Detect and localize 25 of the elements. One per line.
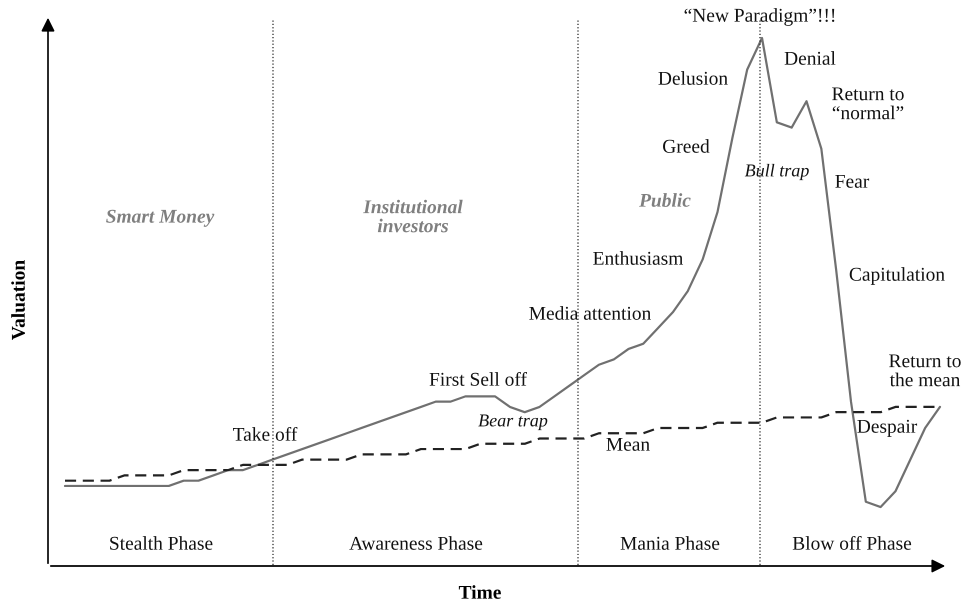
annotation: Enthusiasm bbox=[593, 251, 684, 265]
annotation: Delusion bbox=[658, 71, 728, 85]
annotation: First Sell off bbox=[430, 372, 527, 386]
y-axis-title: Valuation bbox=[11, 260, 25, 340]
annotation: Awareness Phase bbox=[349, 536, 482, 550]
annotation: Stealth Phase bbox=[110, 536, 212, 550]
annotation: Smart Money bbox=[106, 210, 214, 227]
annotation: Mania Phase bbox=[620, 536, 720, 550]
annotation: Take off bbox=[233, 426, 298, 441]
annotation: Bull trap bbox=[744, 164, 809, 180]
text: “New Paradigm”!!! bbox=[684, 8, 834, 26]
annotation: Blow off Phase bbox=[792, 536, 912, 550]
annotation: Return to the mean bbox=[889, 354, 961, 386]
annotation: Capitulation bbox=[850, 267, 945, 285]
series-label: Mean bbox=[606, 438, 650, 451]
annotation: Bear trap bbox=[478, 414, 548, 430]
annotation: Fear bbox=[835, 174, 870, 188]
annotation: Return to “normal” bbox=[832, 87, 904, 120]
annotation: Denial bbox=[784, 51, 836, 65]
annotation: Public bbox=[639, 193, 691, 207]
annotation: Greed bbox=[663, 139, 710, 153]
annotation: Media attention bbox=[529, 306, 651, 320]
x-axis-title: Time bbox=[458, 585, 501, 599]
annotation: Despair bbox=[857, 420, 918, 437]
annotation: Institutional investors bbox=[363, 200, 463, 232]
